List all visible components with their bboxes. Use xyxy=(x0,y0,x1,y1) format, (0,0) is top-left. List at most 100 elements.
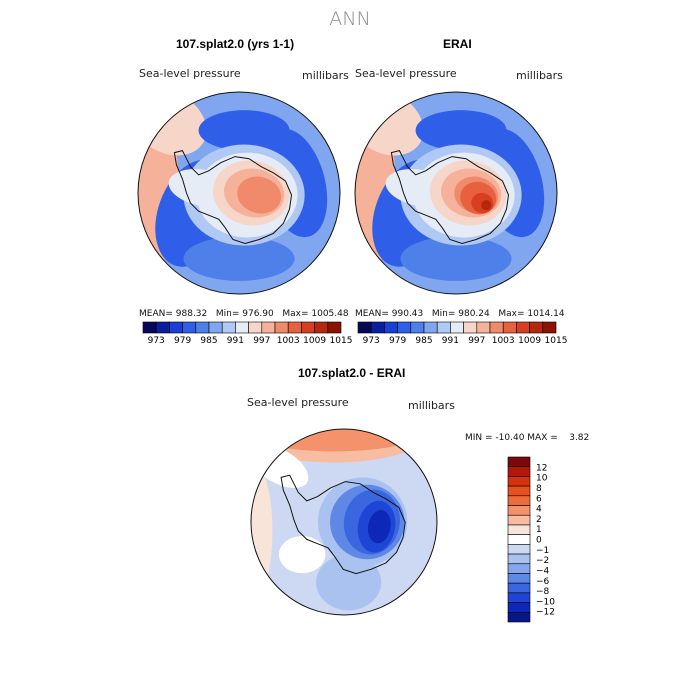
colorbar-swatch xyxy=(208,321,223,334)
colorbar-swatch xyxy=(507,544,531,555)
panel2-units: millibars xyxy=(516,69,563,82)
colorbar-swatch xyxy=(221,321,236,334)
negative-region xyxy=(316,554,382,611)
colorbar-tick-label: 991 xyxy=(442,336,459,346)
low-belt xyxy=(198,110,290,151)
colorbar-tick-label: 973 xyxy=(148,336,165,346)
colorbar-tick-label: 985 xyxy=(200,336,217,346)
figure-title: ANN xyxy=(329,8,371,30)
colorbar-swatch xyxy=(261,321,276,334)
map-border xyxy=(137,91,341,295)
colorbar-swatch xyxy=(436,321,451,334)
colorbar-tick-label: 973 xyxy=(363,336,380,346)
colorbar-tick-label: −12 xyxy=(536,608,555,618)
panel2-min-label: Min= xyxy=(431,309,456,319)
panel2-min: 980.24 xyxy=(458,309,490,319)
colorbar-swatch xyxy=(507,602,531,613)
panel2-mean-label: MEAN= xyxy=(355,309,389,319)
colorbar-swatch xyxy=(384,321,398,334)
panel3-map xyxy=(250,428,438,616)
negative-region xyxy=(367,510,391,544)
colorbar-tick-label: 997 xyxy=(468,336,485,346)
colorbar-tick-label: −2 xyxy=(536,556,549,566)
panel2-max-label: Max= xyxy=(498,309,525,319)
coastline xyxy=(280,474,406,575)
colorbar-tick-label: −8 xyxy=(536,587,550,597)
colorbar-swatch xyxy=(542,321,557,334)
colorbar-tick-label: 2 xyxy=(536,515,542,525)
panel3-title: 107.splat2.0 - ERAI xyxy=(298,366,406,380)
panel1-units: millibars xyxy=(302,69,349,82)
colorbar-swatch xyxy=(507,505,531,516)
colorbar-tick-label: 979 xyxy=(389,336,406,346)
colorbar-swatch xyxy=(327,321,342,334)
high xyxy=(237,176,282,214)
colorbar-swatch xyxy=(507,553,531,565)
colorbar-swatch xyxy=(507,582,531,594)
panel2-max: 1014.14 xyxy=(527,309,565,319)
coastline xyxy=(390,150,510,245)
panel1-stats: MEAN= 988.32 Min= 976.90 Max= 1005.48 xyxy=(139,309,349,319)
panel2-variable: Sea-level pressure xyxy=(355,67,457,80)
colorbar-swatch xyxy=(274,321,289,334)
panel1-title: 107.splat2.0 (yrs 1-1) xyxy=(176,37,295,51)
colorbar-tick-label: 991 xyxy=(227,336,244,346)
colorbar-swatch xyxy=(507,476,531,487)
neutral xyxy=(278,535,326,574)
colorbar-swatch xyxy=(235,321,249,334)
colorbar-swatch xyxy=(507,495,531,506)
colorbar-tick-label: 985 xyxy=(415,336,432,346)
colorbar-tick-label: 1009 xyxy=(303,336,326,346)
colorbar-swatch xyxy=(314,321,329,334)
colorbar-swatch xyxy=(301,321,315,334)
colorbar-swatch xyxy=(450,321,464,334)
positive-ring xyxy=(251,466,273,597)
colorbar-swatch xyxy=(507,514,531,526)
colorbar-swatch xyxy=(142,321,157,334)
low-belt xyxy=(183,236,295,281)
colorbar-tick-label: 10 xyxy=(536,474,548,484)
panel3-units: millibars xyxy=(408,399,455,412)
colorbar-tick-label: 1003 xyxy=(492,336,515,346)
colorbar-swatch xyxy=(507,573,531,584)
colorbar-swatch xyxy=(476,321,491,334)
colorbar-swatch xyxy=(489,321,504,334)
colorbar-swatch xyxy=(169,321,183,334)
panel2-colorbar: 973 979 985 991 997 1003 1009 1015 xyxy=(357,321,568,346)
colorbar-tick-label: 0 xyxy=(536,536,542,546)
colorbar-tick-label: −1 xyxy=(536,546,549,556)
colorbar-swatch xyxy=(516,321,530,334)
colorbar-swatch xyxy=(507,534,531,545)
panel2-stats: MEAN= 990.43 Min= 980.24 Max= 1014.14 xyxy=(355,309,565,319)
colorbar-tick-label: 1 xyxy=(536,525,542,535)
colorbar-swatch xyxy=(507,456,531,468)
panel1-min: 976.90 xyxy=(242,309,274,319)
low-belt xyxy=(400,236,512,281)
colorbar-swatch xyxy=(397,321,412,334)
colorbar-swatch xyxy=(155,321,170,334)
panel1-min-label: Min= xyxy=(215,309,240,319)
colorbar-tick-label: 1003 xyxy=(277,336,300,346)
colorbar-swatch xyxy=(410,321,425,334)
colorbar-tick-label: 1015 xyxy=(545,336,568,346)
colorbar-swatch xyxy=(287,321,302,334)
colorbar-tick-label: 979 xyxy=(174,336,191,346)
panel2-title: ERAI xyxy=(443,37,472,51)
panel1-variable: Sea-level pressure xyxy=(139,67,241,80)
colorbar-swatch xyxy=(507,563,531,574)
colorbar-tick-label: −6 xyxy=(536,577,550,587)
colorbar-swatch xyxy=(357,321,372,334)
colorbar-swatch xyxy=(370,321,385,334)
colorbar-swatch xyxy=(529,321,544,334)
colorbar-swatch xyxy=(507,611,531,623)
panel1-max: 1005.48 xyxy=(311,309,349,319)
high xyxy=(481,200,492,211)
panel3-variable: Sea-level pressure xyxy=(247,396,349,409)
colorbar-tick-label: 8 xyxy=(536,484,542,494)
map-border xyxy=(250,428,438,616)
colorbar-swatch xyxy=(248,321,263,334)
colorbar-swatch xyxy=(502,321,517,334)
colorbar-swatch xyxy=(423,321,438,334)
